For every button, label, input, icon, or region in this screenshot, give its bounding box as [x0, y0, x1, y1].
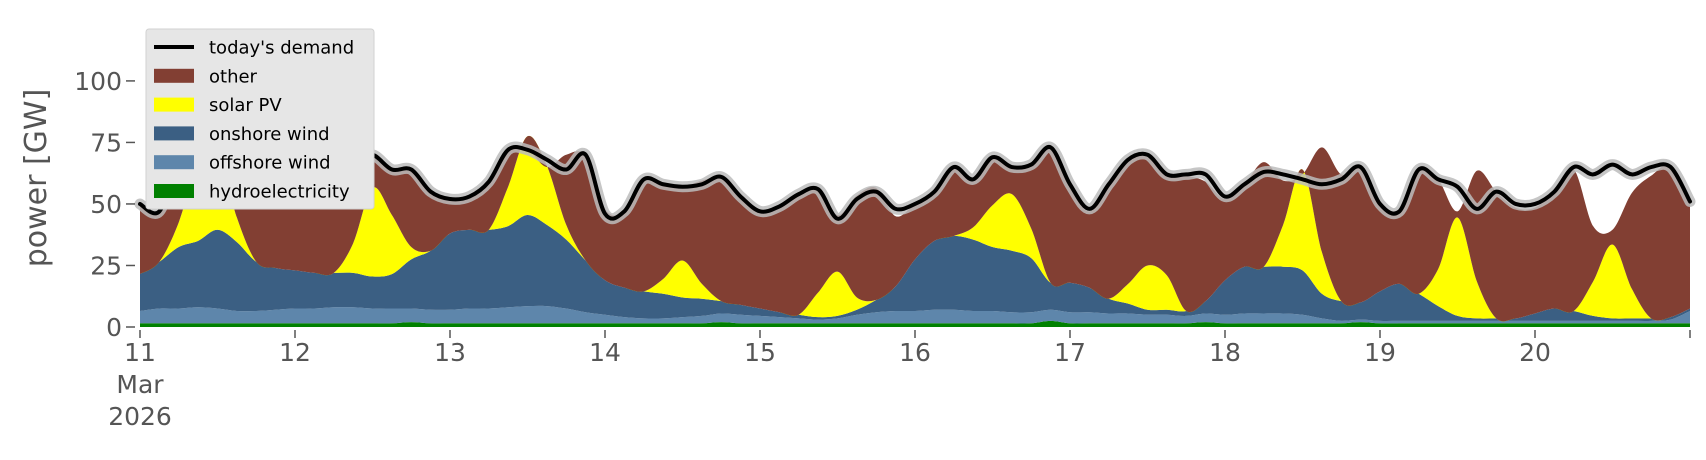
axes: 0 25 50 75 100 11 Mar 2026 12 13 14 15 16 17 18 19 20 p…: [19, 67, 1691, 431]
legend-label-onshore-wind: onshore wind: [209, 124, 330, 145]
area-onshore-wind: [140, 215, 1690, 321]
area-other: [140, 135, 1690, 322]
legend-swatch-onshore-wind: [154, 126, 194, 141]
y-axis-ticks: 0 25 50 75 100: [74, 67, 135, 342]
y-tick-label: 100: [74, 67, 122, 96]
x-tick-label: 19: [1364, 338, 1396, 367]
x-tick-label: 12: [279, 338, 311, 367]
y-tick-label: 50: [90, 190, 122, 219]
legend-swatch-solar-pv: [154, 97, 194, 112]
x-tick-label: 11: [124, 338, 156, 367]
x-tick-label: 15: [744, 338, 776, 367]
x-tick-label: 14: [589, 338, 621, 367]
legend-box: [145, 28, 375, 210]
x-tick-label: 20: [1519, 338, 1551, 367]
plot-area: [134, 135, 1696, 327]
legend-swatch-other: [154, 68, 194, 83]
legend: today's demand other solar PV onshore wind o…: [145, 28, 375, 210]
legend-swatch-offshore-wind: [154, 155, 194, 170]
y-tick-label: 25: [90, 251, 122, 280]
y-tick-label: 0: [106, 313, 122, 342]
line-today-s-demand: [138, 145, 1692, 221]
x-tick-label: 13: [434, 338, 466, 367]
legend-label-other: other: [209, 66, 258, 87]
area-hydroelectricity: [140, 320, 1690, 327]
legend-label-hydroelectricity: hydroelectricity: [209, 182, 350, 203]
x-tick-label: Mar: [116, 370, 164, 399]
x-tick-label: 18: [1209, 338, 1241, 367]
area-offshore-wind: [140, 305, 1690, 324]
y-tick-label: 75: [90, 128, 122, 157]
x-tick-label: 2026: [108, 402, 172, 431]
legend-label-solar-pv: solar PV: [209, 95, 282, 116]
y-axis-title: power [GW]: [19, 89, 54, 268]
legend-label-today-s-demand: today's demand: [209, 38, 354, 59]
x-axis-ticks: 11 Mar 2026 12 13 14 15 16 17 18 19 20: [108, 330, 1691, 431]
x-tick-label: 16: [899, 338, 931, 367]
legend-swatch-hydroelectricity: [154, 184, 194, 198]
legend-label-offshore-wind: offshore wind: [209, 153, 331, 174]
x-tick-label: 17: [1054, 338, 1086, 367]
